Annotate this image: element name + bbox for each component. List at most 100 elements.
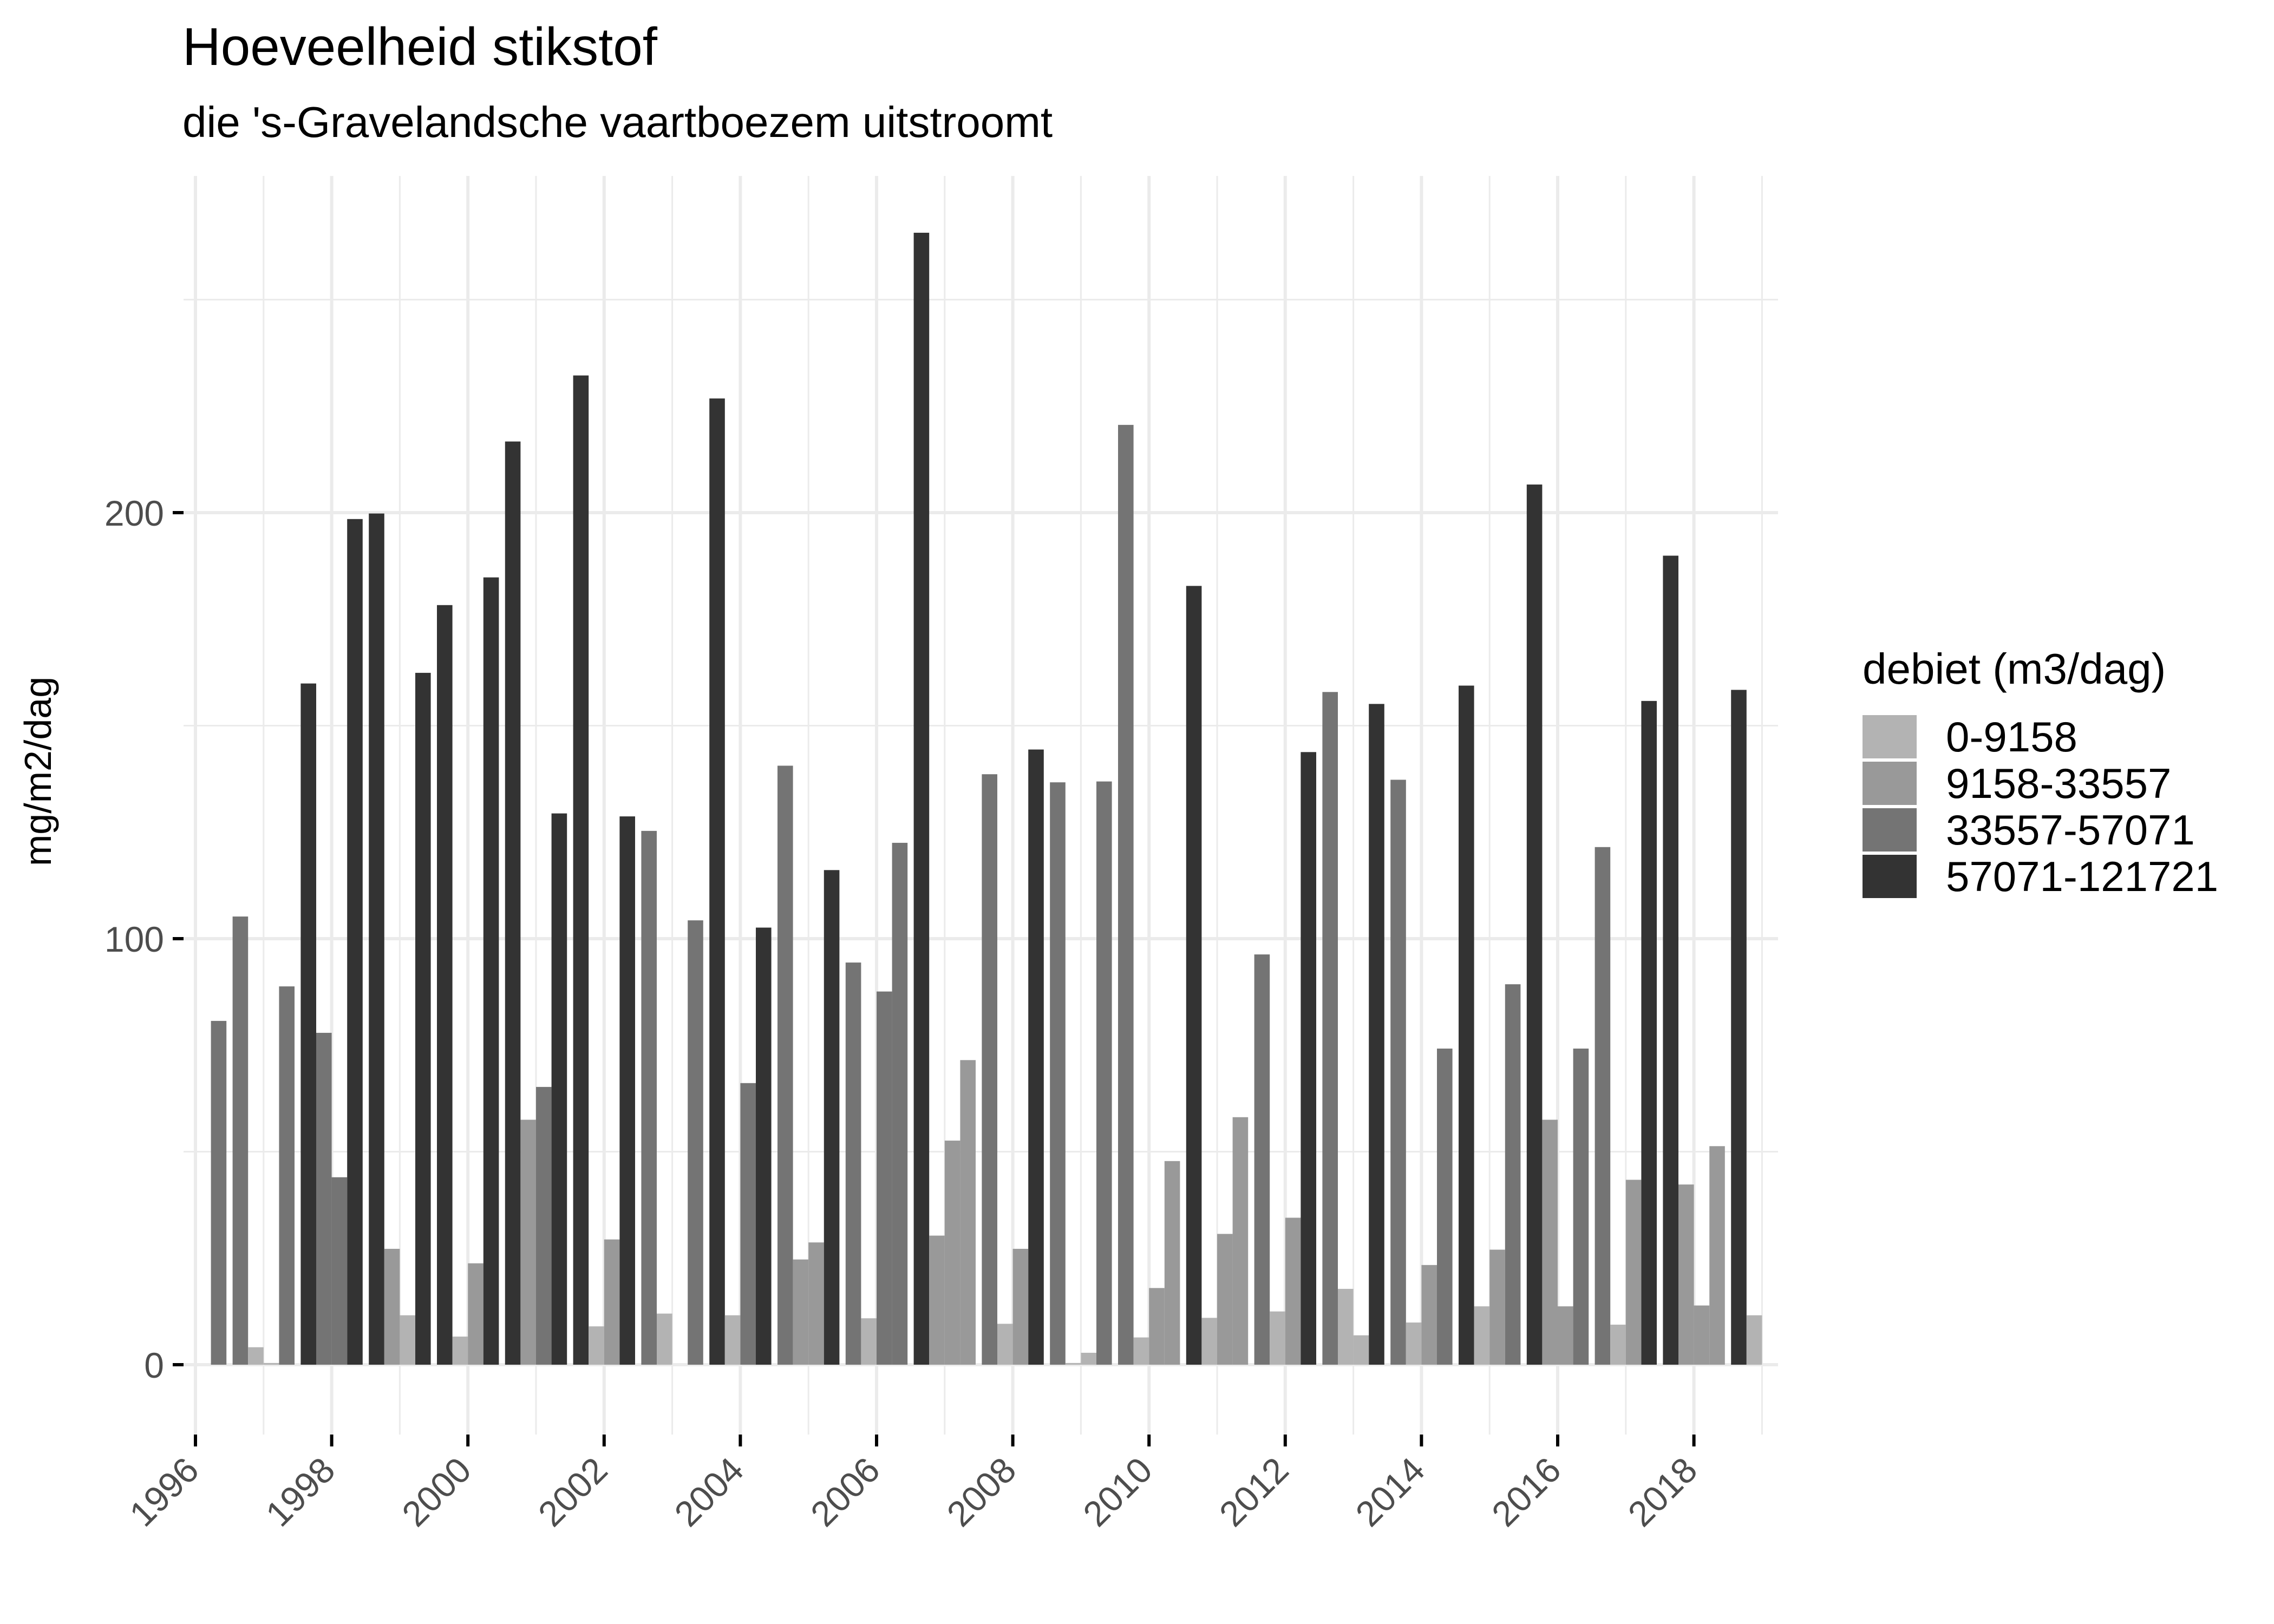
bar [604,1239,620,1365]
legend-label: 33557-57071 [1946,806,2195,854]
legend-swatch [1863,762,1917,805]
bar [1505,984,1521,1365]
bar [347,519,363,1365]
bar [232,916,249,1365]
bar [619,816,635,1365]
bar [740,1083,756,1365]
bar [1474,1306,1490,1365]
x-tick-label: 2008 [939,1450,1023,1534]
bar [1573,1049,1589,1365]
bar [1065,1363,1081,1365]
bar [688,920,703,1365]
bar [1301,752,1316,1365]
bar [1369,704,1384,1365]
bar [892,842,908,1365]
y-tick-label: 0 [144,1345,164,1385]
y-tick-label: 100 [104,919,164,959]
bar [808,1242,824,1365]
legend-label: 9158-33557 [1946,759,2172,807]
bar [982,774,997,1365]
x-tick-label: 2002 [531,1450,615,1534]
bar [1542,1119,1558,1365]
bar [1731,690,1747,1365]
bar [1164,1161,1180,1365]
legend-swatch [1863,855,1917,898]
x-tick-label: 2006 [803,1450,887,1534]
bar [331,1177,348,1365]
bar [1390,780,1406,1365]
legend-item: 0-9158 [1863,712,2218,761]
x-tick-label: 2000 [394,1450,479,1534]
bar [845,962,861,1365]
chart-title: Hoeveelheid stikstof [182,17,658,76]
bar [573,375,589,1365]
bar [1678,1184,1694,1365]
bar [520,1119,536,1365]
x-tick-label: 2016 [1484,1450,1569,1534]
bar [1118,424,1134,1365]
legend-item: 9158-33557 [1863,759,2218,807]
bar [316,1032,332,1365]
bar [756,927,772,1365]
bar [1012,1248,1029,1365]
bar [1050,782,1066,1365]
bar [1186,586,1202,1365]
bar [1232,1117,1249,1365]
bar [536,1086,552,1365]
bar [1353,1335,1369,1365]
legend-item: 33557-57071 [1863,806,2218,854]
bar [929,1235,945,1365]
bar [1709,1146,1725,1365]
bar [1270,1311,1285,1365]
bar [1459,685,1474,1365]
bar [384,1248,400,1365]
chart-subtitle: die 's-Gravelandsche vaartboezem uitstro… [182,98,1053,146]
legend-swatch [1863,715,1917,758]
legend-label: 57071-121721 [1946,852,2219,900]
bar [248,1347,264,1365]
bar [369,513,384,1365]
bar [960,1060,976,1365]
bar [415,672,431,1365]
bar [1421,1265,1437,1365]
bar [1322,692,1338,1365]
x-tick-label: 1996 [122,1450,206,1534]
legend-label: 0-9158 [1946,712,2077,761]
bar [437,605,453,1365]
legend-title: debiet (m3/dag) [1863,645,2166,693]
bar [1201,1318,1217,1365]
bars [211,232,1762,1365]
bar [1437,1049,1453,1365]
bar [589,1326,604,1365]
bar [1595,847,1611,1365]
y-tick-label: 200 [104,493,164,533]
bar [1096,781,1112,1365]
x-tick-label: 2018 [1620,1450,1704,1534]
bar [1641,700,1657,1365]
bar [505,441,521,1365]
x-tick-label: 2012 [1212,1450,1296,1534]
bar [913,232,930,1365]
bar [1746,1315,1762,1365]
bar [400,1315,415,1365]
bar [1028,749,1044,1365]
bar [724,1315,741,1365]
bar [1254,954,1270,1365]
bar [793,1259,809,1365]
bar [824,870,840,1365]
bar [468,1263,483,1365]
bar [1694,1305,1710,1365]
legend: debiet (m3/dag) 0-9158 9158-33557 33557-… [1863,644,2218,900]
legend-item: 57071-121721 [1863,853,2218,900]
bar [300,683,316,1365]
bar [1610,1325,1626,1365]
bar [1133,1337,1149,1365]
bar [483,577,499,1365]
bar [1149,1288,1165,1365]
bar [877,991,892,1365]
bar [1338,1288,1354,1365]
bar [709,398,725,1365]
bar [1663,555,1678,1365]
